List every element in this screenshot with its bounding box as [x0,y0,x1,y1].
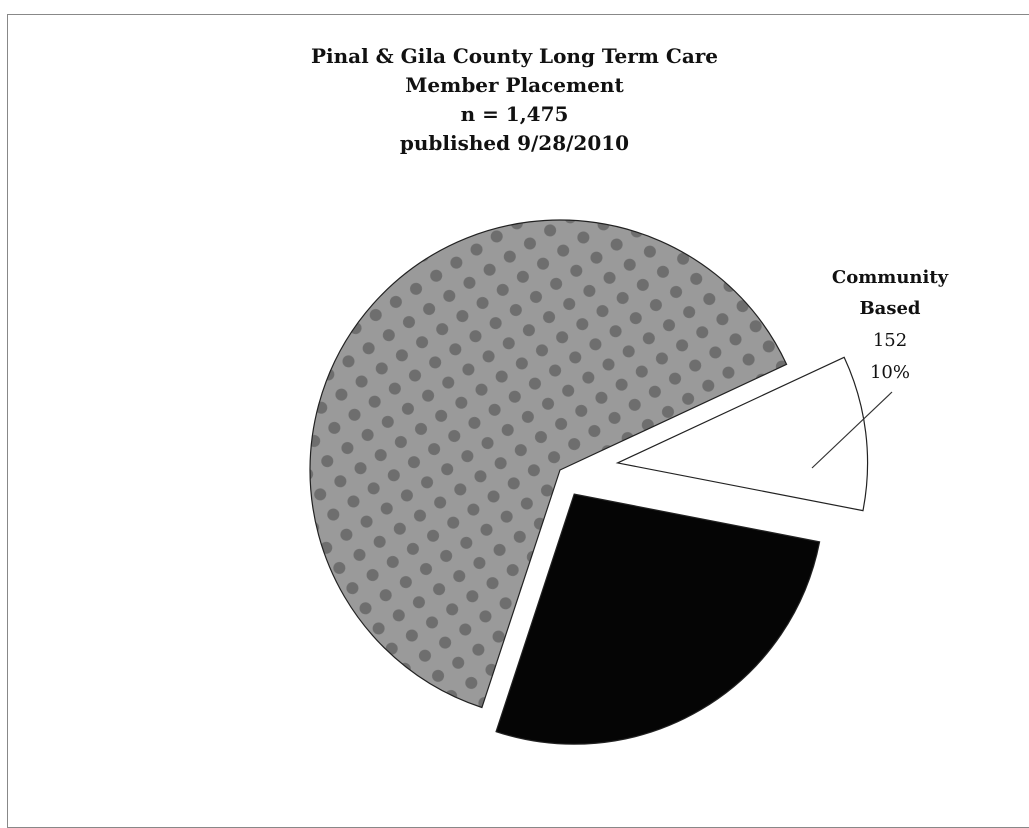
pie-slice-community-based [615,356,869,512]
pie-slices [309,219,869,745]
slice-label-community-based-line-2: Based [859,298,920,319]
slice-label-community-based-count: 152 [873,330,907,351]
slice-label-community-based-percent: 10% [870,362,910,383]
chart-title: Pinal & Gila County Long Term Care Membe… [0,42,1029,158]
community-leader-line [811,391,893,469]
pie-slice-slice-2 [495,493,821,745]
pie-slice-slice-3 [309,219,788,709]
title-line-3: n = 1,475 [460,102,569,126]
title-line-2: Member Placement [405,73,624,97]
title-line-1: Pinal & Gila County Long Term Care [310,44,719,68]
slice-label-community-based-line-1: Community [832,267,949,288]
title-line-4: published 9/28/2010 [399,131,630,155]
